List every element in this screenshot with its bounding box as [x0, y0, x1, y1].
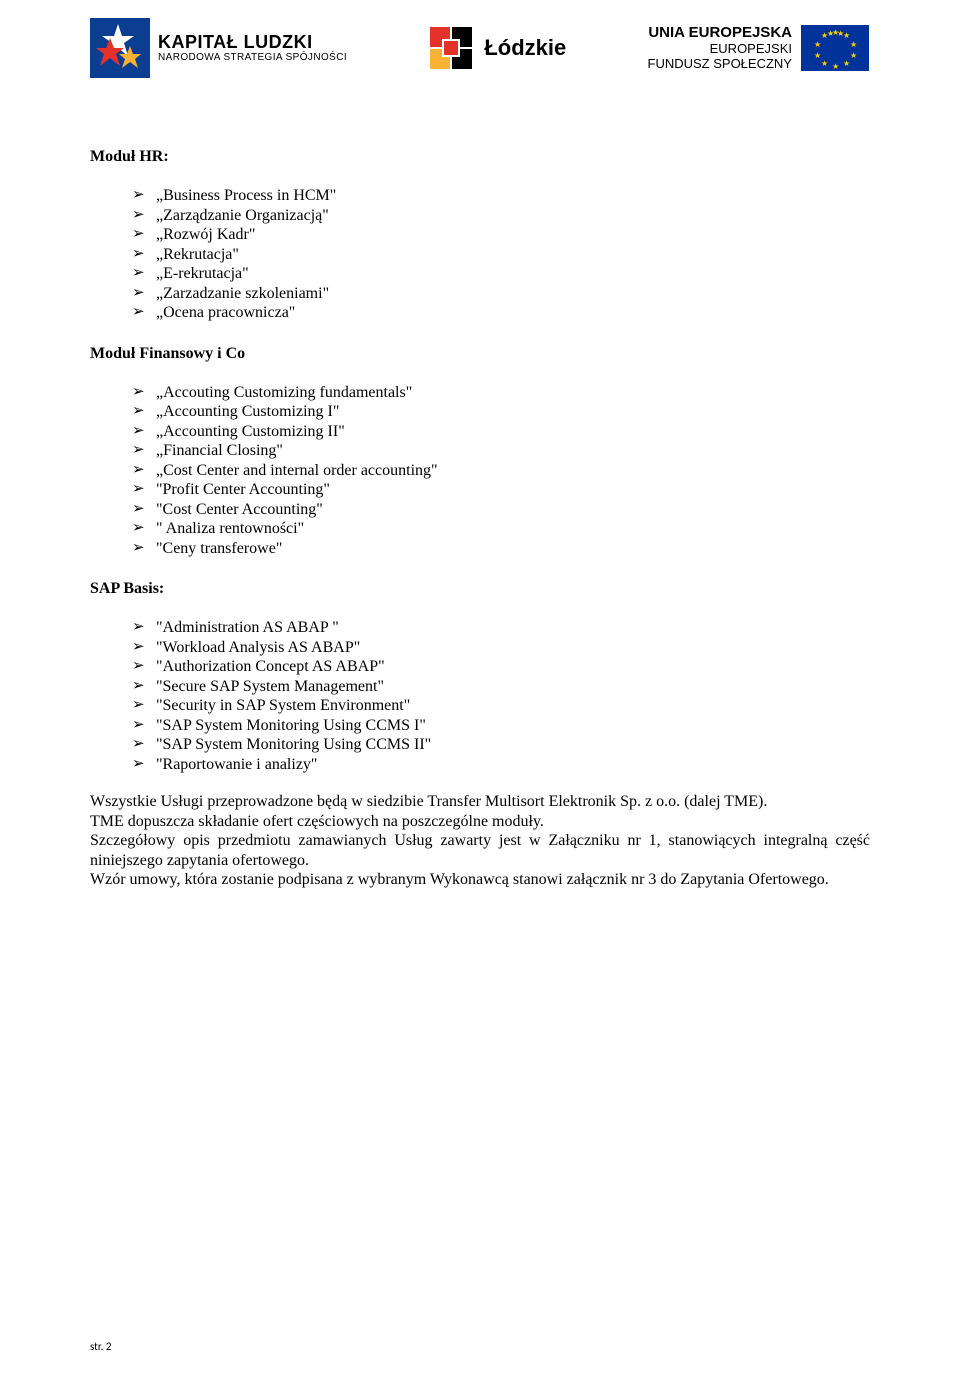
- section-title-basis: SAP Basis:: [90, 580, 870, 598]
- lodzkie-label: Łódzkie: [484, 35, 566, 61]
- list-item: „Zarządzanie Organizacją": [132, 206, 870, 226]
- list-item: „Accounting Customizing I": [132, 402, 870, 422]
- list-item: „Rekrutacja": [132, 245, 870, 265]
- list-fico: „Accouting Customizing fundamentals" „Ac…: [90, 383, 870, 559]
- list-item: " Analiza rentowności": [132, 519, 870, 539]
- list-item: „Financial Closing": [132, 441, 870, 461]
- list-item: „Accouting Customizing fundamentals": [132, 383, 870, 403]
- kl-title: KAPITAŁ LUDZKI: [158, 33, 347, 51]
- list-item: "SAP System Monitoring Using CCMS I": [132, 716, 870, 736]
- list-item: „Zarzadzanie szkoleniami": [132, 284, 870, 304]
- kl-subtitle: NARODOWA STRATEGIA SPÓJNOŚCI: [158, 53, 347, 63]
- list-item: "Secure SAP System Management": [132, 677, 870, 697]
- paragraph: Szczegółowy opis przedmiotu zamawianych …: [90, 831, 870, 870]
- paragraph: Wszystkie Usługi przeprowadzone będą w s…: [90, 792, 870, 812]
- list-item: "Cost Center Accounting": [132, 500, 870, 520]
- logo-kapital-ludzki: KAPITAŁ LUDZKI NARODOWA STRATEGIA SPÓJNO…: [90, 18, 347, 78]
- eu-line3: FUNDUSZ SPOŁECZNY: [648, 57, 792, 72]
- list-item: "Ceny transferowe": [132, 539, 870, 559]
- list-item: „Cost Center and internal order accounti…: [132, 461, 870, 481]
- lodzkie-icon: [428, 25, 474, 71]
- list-item: "Raportowanie i analizy": [132, 755, 870, 775]
- list-item: „Rozwój Kadr": [132, 225, 870, 245]
- list-basis: "Administration AS ABAP " "Workload Anal…: [90, 618, 870, 774]
- eu-flag-icon: ★ ★ ★ ★ ★ ★ ★ ★ ★ ★ ★ ★: [800, 24, 870, 72]
- list-item: "Authorization Concept AS ABAP": [132, 657, 870, 677]
- list-item: „Business Process in HCM": [132, 186, 870, 206]
- list-item: „Accounting Customizing II": [132, 422, 870, 442]
- kapital-ludzki-icon: [90, 18, 150, 78]
- eu-line1: UNIA EUROPEJSKA: [648, 24, 792, 41]
- section-title-fico: Moduł Finansowy i Co: [90, 345, 870, 363]
- list-item: "Administration AS ABAP ": [132, 618, 870, 638]
- list-item: "Workload Analysis AS ABAP": [132, 638, 870, 658]
- header-logos: KAPITAŁ LUDZKI NARODOWA STRATEGIA SPÓJNO…: [90, 18, 870, 78]
- page-footer: str. 2: [90, 1340, 111, 1353]
- list-item: "Profit Center Accounting": [132, 480, 870, 500]
- paragraph: Wzór umowy, która zostanie podpisana z w…: [90, 870, 870, 890]
- section-title-hr: Moduł HR:: [90, 148, 870, 166]
- list-item: „E-rekrutacja": [132, 264, 870, 284]
- logo-eu: UNIA EUROPEJSKA EUROPEJSKI FUNDUSZ SPOŁE…: [648, 24, 870, 72]
- list-item: "SAP System Monitoring Using CCMS II": [132, 735, 870, 755]
- list-hr: „Business Process in HCM" „Zarządzanie O…: [90, 186, 870, 323]
- list-item: "Security in SAP System Environment": [132, 696, 870, 716]
- list-item: „Ocena pracownicza": [132, 303, 870, 323]
- logo-lodzkie: Łódzkie: [428, 25, 566, 71]
- eu-line2: EUROPEJSKI: [710, 42, 792, 57]
- paragraph: TME dopuszcza składanie ofert częściowyc…: [90, 812, 870, 832]
